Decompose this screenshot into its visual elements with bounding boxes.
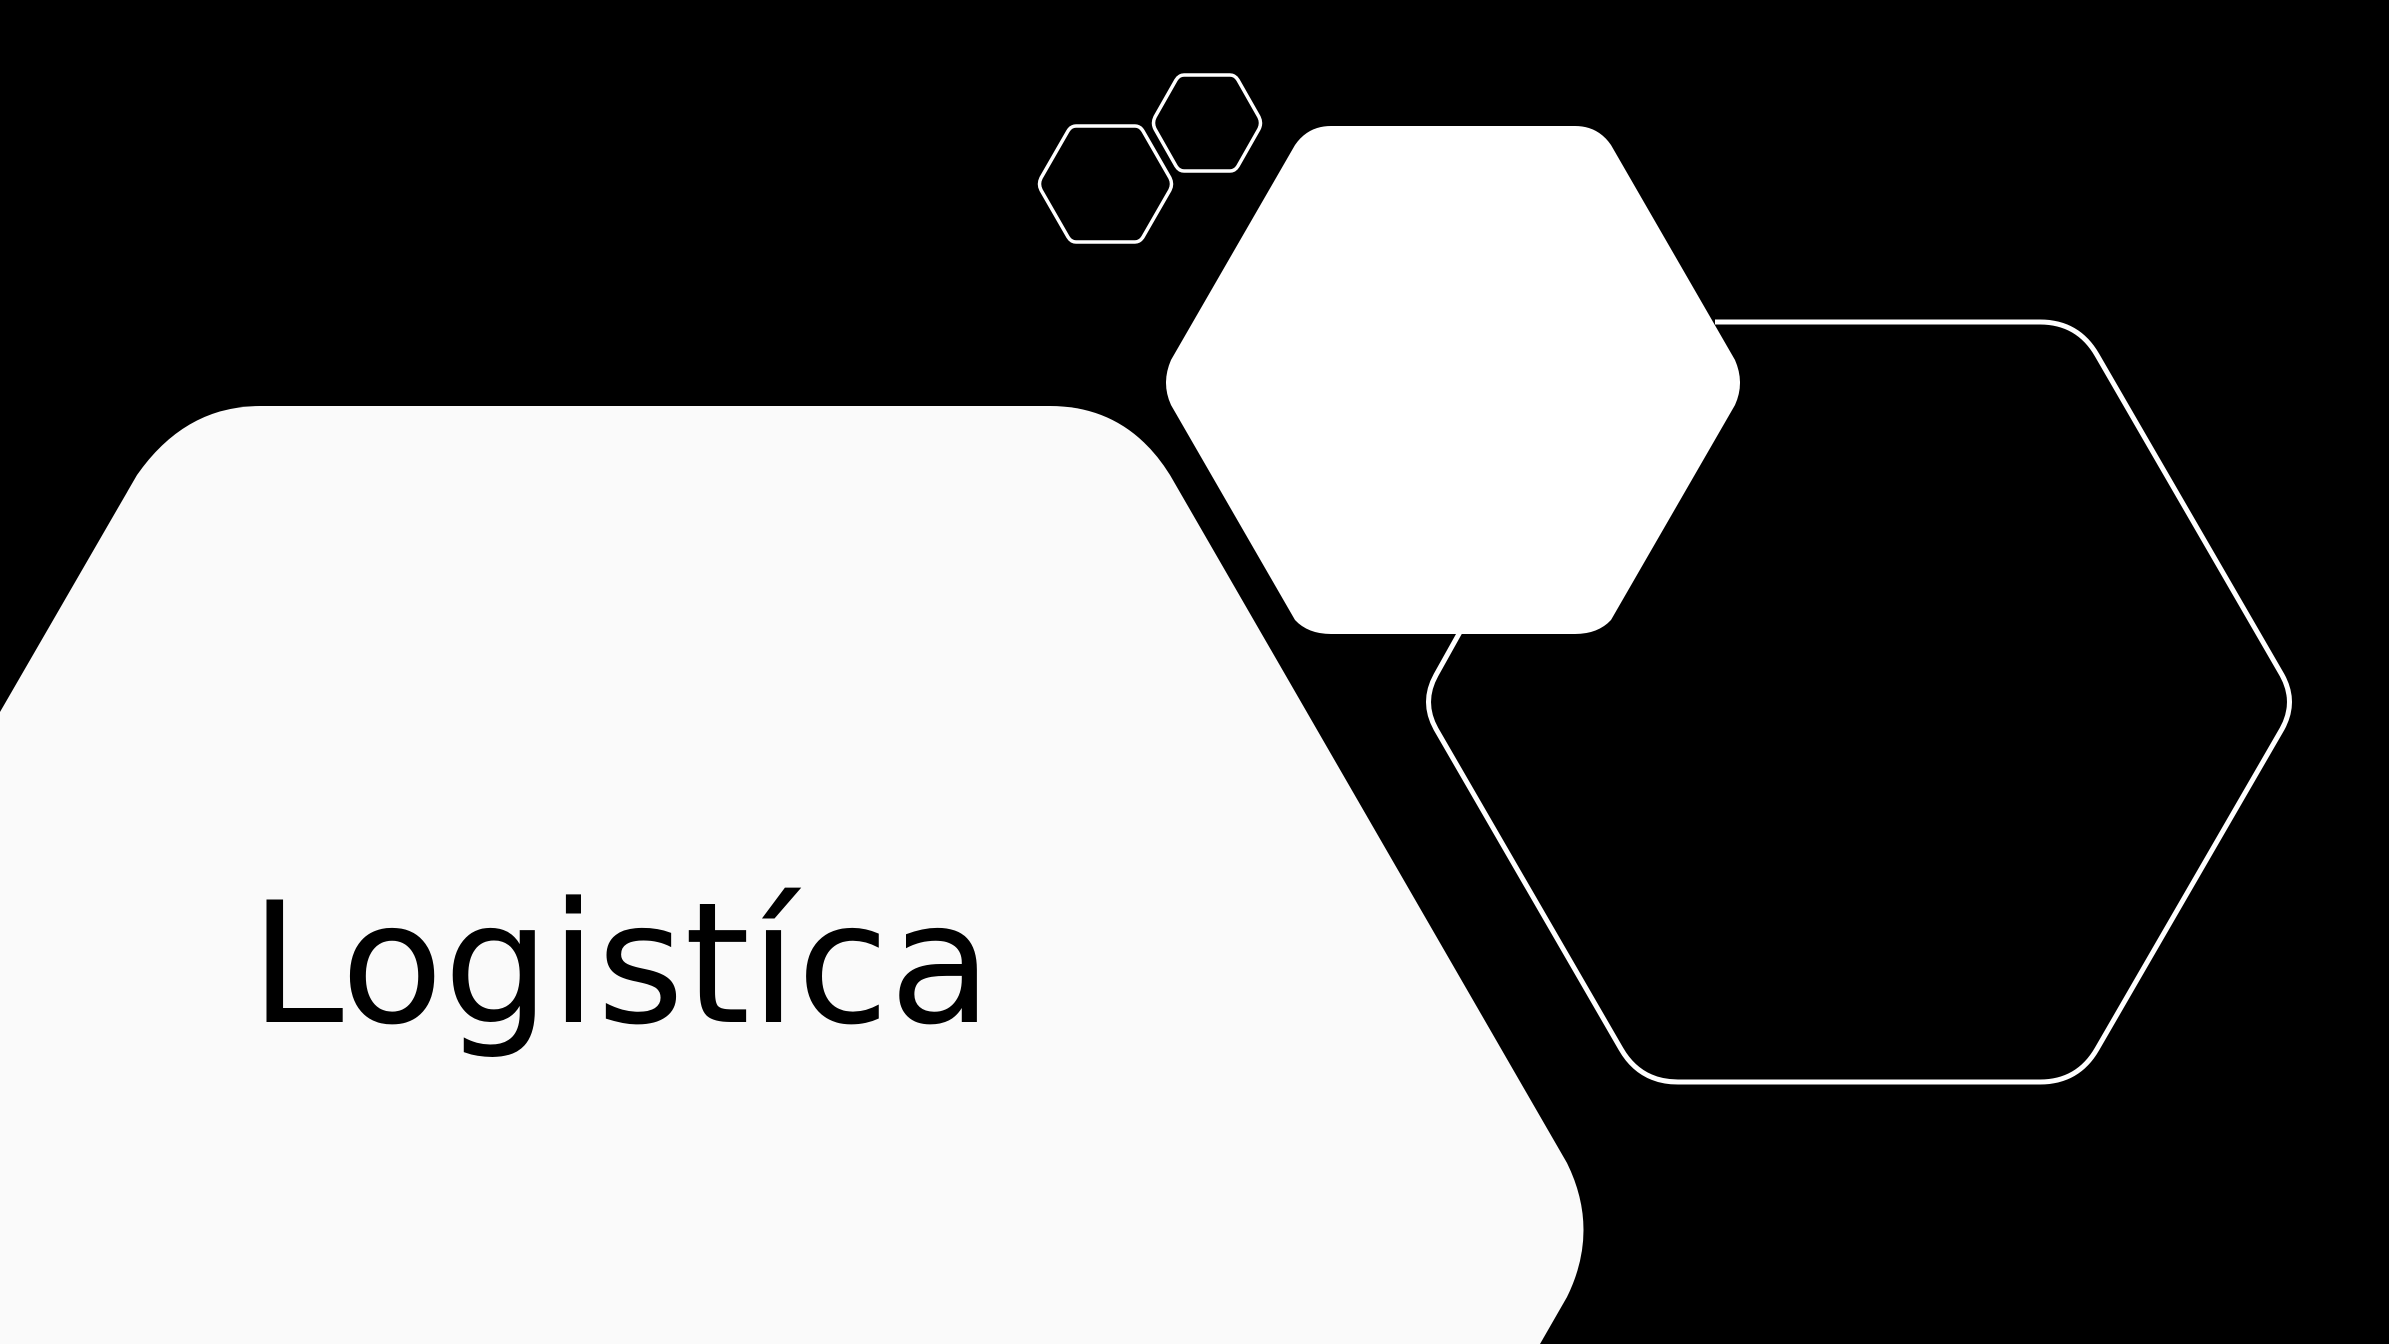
title-panel-hexagon bbox=[0, 406, 1584, 1344]
small-outlined-hexagon-right bbox=[1151, 73, 1263, 173]
large-outlined-hexagon bbox=[1426, 319, 2292, 1085]
solid-hexagon bbox=[1166, 126, 1740, 634]
small-outlined-hexagon-left bbox=[1037, 124, 1174, 244]
slide-title: Logistíca bbox=[250, 866, 993, 1062]
